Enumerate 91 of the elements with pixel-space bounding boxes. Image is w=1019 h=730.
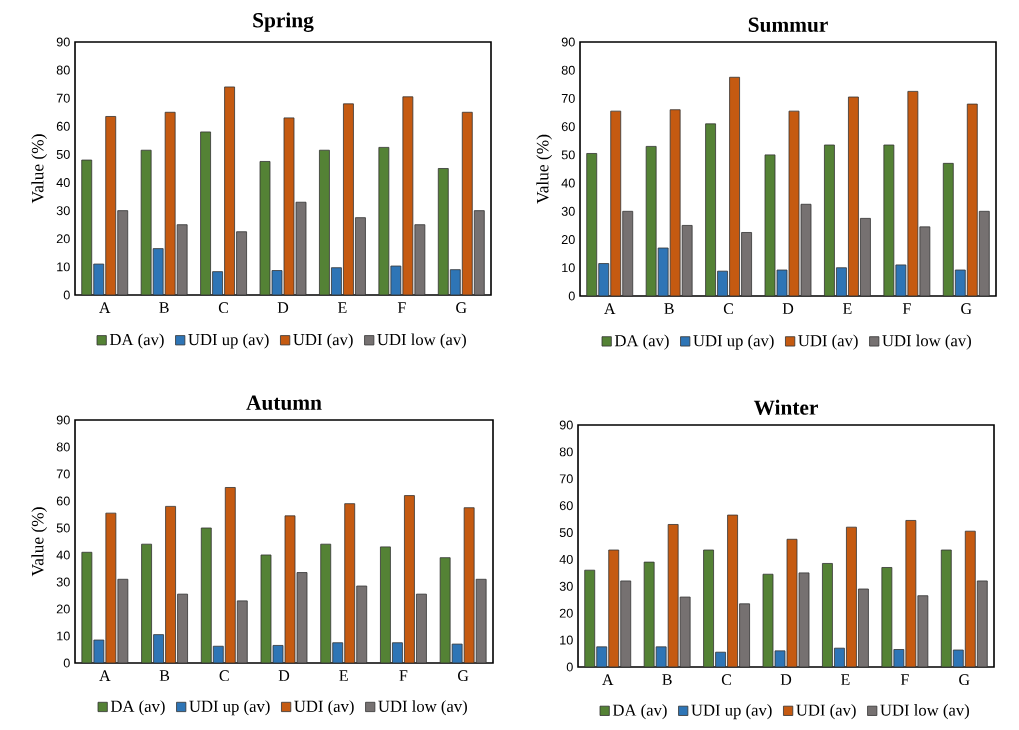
y-tick-label: 70 xyxy=(561,93,575,103)
legend-label: UDI low (av) xyxy=(882,334,971,350)
y-tick-label: 90 xyxy=(56,37,70,47)
y-tick-label: 10 xyxy=(562,263,575,273)
legend-label: UDI up (av) xyxy=(693,334,774,350)
x-tick-label: A xyxy=(99,670,111,681)
y-tick-label: 0 xyxy=(568,291,575,301)
legend-label: UDI (av) xyxy=(293,333,353,349)
y-tick-label: 40 xyxy=(56,550,70,560)
x-tick-label: D xyxy=(780,674,792,685)
legend-label: DA (av) xyxy=(110,700,165,716)
x-tick-label: G xyxy=(961,303,972,315)
legend-label: UDI up (av) xyxy=(691,704,772,720)
x-tick-label: C xyxy=(219,670,229,682)
x-tick-label: D xyxy=(277,302,289,313)
x-tick-label: E xyxy=(841,674,850,685)
y-tick-label: 70 xyxy=(56,93,70,103)
y-tick-label: 0 xyxy=(63,658,70,668)
y-tick-label: 20 xyxy=(56,604,70,614)
y-tick-label: 0 xyxy=(566,662,573,672)
legend-label: UDI low (av) xyxy=(377,333,466,349)
x-tick-label: C xyxy=(723,303,734,315)
chart-title: Autumn xyxy=(246,395,322,410)
x-tick-label: F xyxy=(397,302,406,313)
y-tick-label: 90 xyxy=(56,415,70,425)
legend-label: DA (av) xyxy=(614,334,669,350)
x-tick-label: C xyxy=(218,302,229,314)
y-tick-label: 80 xyxy=(561,65,575,75)
x-tick-label: B xyxy=(662,674,672,685)
x-tick-label: B xyxy=(159,302,169,313)
legend-label: UDI low (av) xyxy=(880,704,969,720)
y-tick-label: 80 xyxy=(56,65,70,75)
x-tick-label: C xyxy=(721,674,732,686)
y-tick-label: 60 xyxy=(56,121,70,131)
y-tick-label: 30 xyxy=(56,206,70,216)
y-tick-label: 60 xyxy=(559,501,573,511)
y-tick-label: 90 xyxy=(559,420,573,430)
legend-label: DA (av) xyxy=(109,333,164,349)
y-tick-label: 30 xyxy=(56,577,70,587)
y-axis-title: Value (%) xyxy=(536,134,553,204)
y-tick-label: 70 xyxy=(559,474,573,484)
legend-label: UDI up (av) xyxy=(189,700,270,716)
chart-title: Spring xyxy=(253,12,314,32)
legend-label: UDI (av) xyxy=(796,704,856,720)
y-tick-label: 40 xyxy=(56,178,70,188)
y-tick-label: 40 xyxy=(561,178,575,188)
legend-label: UDI low (av) xyxy=(378,700,467,716)
y-tick-label: 50 xyxy=(559,528,573,538)
x-tick-label: F xyxy=(902,303,911,314)
x-tick-label: G xyxy=(456,302,467,314)
y-tick-label: 80 xyxy=(559,447,573,457)
y-tick-label: 10 xyxy=(57,631,70,641)
x-tick-label: G xyxy=(959,674,970,686)
x-tick-label: A xyxy=(99,302,111,313)
y-tick-label: 70 xyxy=(56,469,70,479)
y-tick-label: 20 xyxy=(561,235,575,245)
y-tick-label: 50 xyxy=(561,150,575,160)
y-tick-label: 20 xyxy=(56,234,70,244)
y-tick-label: 60 xyxy=(561,122,575,132)
y-axis-title: Value (%) xyxy=(31,134,48,204)
y-tick-label: 0 xyxy=(63,290,70,300)
y-axis-title: Value (%) xyxy=(31,507,48,577)
legend-label: UDI (av) xyxy=(294,700,354,716)
x-tick-label: F xyxy=(399,670,408,681)
x-tick-label: A xyxy=(602,674,614,685)
x-tick-label: B xyxy=(159,670,170,681)
x-tick-label: E xyxy=(843,303,852,314)
legend-label: DA (av) xyxy=(612,704,667,720)
y-tick-label: 50 xyxy=(56,149,70,159)
x-tick-label: D xyxy=(278,670,290,681)
y-tick-label: 40 xyxy=(559,554,573,564)
chart-title: Summur xyxy=(748,17,828,32)
x-tick-label: F xyxy=(900,674,909,685)
x-tick-label: E xyxy=(339,670,348,681)
y-tick-label: 20 xyxy=(559,608,573,618)
x-tick-label: D xyxy=(782,303,794,314)
y-tick-label: 50 xyxy=(56,523,70,533)
y-tick-label: 30 xyxy=(559,581,573,591)
y-tick-label: 10 xyxy=(57,262,70,272)
legend-label: UDI up (av) xyxy=(188,333,269,349)
y-tick-label: 30 xyxy=(561,206,575,216)
x-tick-label: G xyxy=(458,670,469,682)
x-tick-label: B xyxy=(664,303,674,314)
y-tick-label: 90 xyxy=(561,37,575,47)
x-tick-label: E xyxy=(338,302,347,313)
chart-title: Winter xyxy=(753,399,818,415)
y-tick-label: 80 xyxy=(56,442,70,452)
y-tick-label: 10 xyxy=(560,635,573,645)
x-tick-label: A xyxy=(604,303,616,314)
legend-label: UDI (av) xyxy=(798,334,858,350)
y-tick-label: 60 xyxy=(56,496,70,506)
